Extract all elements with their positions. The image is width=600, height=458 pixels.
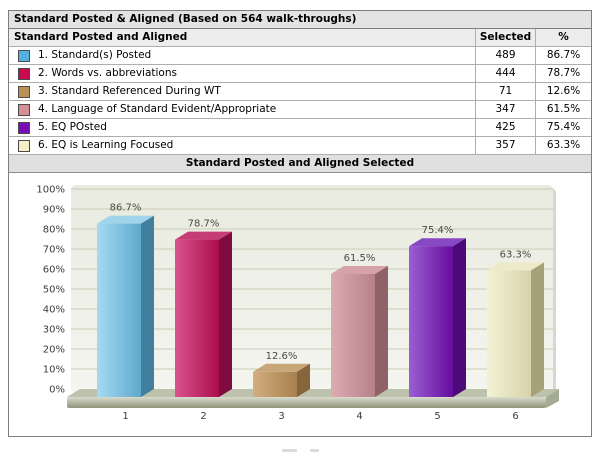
- series-color-swatch-icon: [18, 67, 30, 80]
- bar-top-face: [175, 231, 232, 240]
- chart-area: 0% 10% 20% 30% 40% 50% 60% 70% 80% 90% 100% 86.7% 1 7…: [9, 173, 591, 436]
- row-percent: 86.7%: [535, 47, 591, 64]
- row-percent: 63.3%: [535, 137, 591, 154]
- row-percent: 12.6%: [535, 83, 591, 100]
- row-label: 1. Standard(s) Posted: [38, 49, 152, 61]
- chart-title: Standard Posted and Aligned Selected: [9, 155, 591, 173]
- y-axis-tick-label: 60%: [43, 265, 65, 276]
- bar-top-face: [97, 215, 154, 224]
- y-axis-tick-label: 80%: [43, 225, 65, 236]
- row-selected-count: 425: [475, 119, 535, 136]
- bar-value-label: 78.7%: [188, 219, 220, 230]
- bar-3d: 12.6%: [253, 351, 310, 397]
- table-body: 1. Standard(s) Posted 489 86.7% 2. Words…: [9, 47, 591, 155]
- y-axis-tick-label: 50%: [43, 285, 65, 296]
- x-axis-tick-label: 6: [512, 411, 518, 422]
- y-axis-tick-label: 90%: [43, 205, 65, 216]
- bar-3d: 78.7%: [175, 219, 232, 397]
- series-color-swatch-icon: [18, 103, 30, 116]
- table-row: 3. Standard Referenced During WT 71 12.6…: [9, 83, 591, 101]
- x-axis-tick-label: 5: [434, 411, 440, 422]
- y-axis-tick-label: 10%: [43, 365, 65, 376]
- row-label: 5. EQ POsted: [38, 121, 107, 133]
- bar-side-face: [453, 238, 466, 397]
- percent-column-header: %: [535, 29, 591, 46]
- bar-front-face: [409, 246, 453, 397]
- y-axis-tick-label: 0%: [49, 385, 65, 396]
- row-selected-count: 71: [475, 83, 535, 100]
- report-title: Standard Posted & Aligned (Based on 564 …: [9, 11, 591, 29]
- row-label: 4. Language of Standard Evident/Appropri…: [38, 103, 277, 115]
- y-axis-tick-label: 40%: [43, 305, 65, 316]
- chart-floor-front: [67, 397, 546, 408]
- row-selected-count: 357: [475, 137, 535, 154]
- bar-front-face: [331, 274, 375, 397]
- row-label: 2. Words vs. abbreviations: [38, 67, 177, 79]
- bar-top-face: [409, 238, 466, 247]
- bar-side-face: [375, 266, 388, 397]
- bar-value-label: 63.3%: [500, 249, 532, 260]
- bar-front-face: [175, 239, 219, 397]
- bar-3d: 61.5%: [331, 253, 388, 397]
- bar-front-face: [253, 371, 297, 397]
- cutoff-text-artifact: [282, 449, 297, 452]
- series-color-swatch-icon: [18, 139, 30, 152]
- row-label: 3. Standard Referenced During WT: [38, 85, 221, 97]
- bar-side-face: [297, 363, 310, 397]
- selected-column-header: Selected: [475, 29, 535, 46]
- bar-3d: 63.3%: [487, 249, 544, 397]
- table-row: 5. EQ POsted 425 75.4%: [9, 119, 591, 137]
- table-row: 6. EQ is Learning Focused 357 63.3%: [9, 137, 591, 155]
- bar-value-label: 75.4%: [422, 225, 454, 236]
- row-percent: 61.5%: [535, 101, 591, 118]
- bar-front-face: [487, 270, 531, 397]
- bar-front-face: [97, 223, 141, 397]
- bar-value-label: 61.5%: [344, 253, 376, 264]
- bar-chart-3d: 0% 10% 20% 30% 40% 50% 60% 70% 80% 90% 100% 86.7% 1 7…: [36, 185, 559, 422]
- report-panel: Standard Posted & Aligned (Based on 564 …: [8, 10, 592, 437]
- bar-value-label: 86.7%: [110, 203, 142, 214]
- row-selected-count: 489: [475, 47, 535, 64]
- bar-3d: 75.4%: [409, 225, 466, 397]
- table-row: 4. Language of Standard Evident/Appropri…: [9, 101, 591, 119]
- bar-top-face: [487, 262, 544, 271]
- series-color-swatch-icon: [18, 49, 30, 62]
- series-color-swatch-icon: [18, 85, 30, 98]
- table-row: 2. Words vs. abbreviations 444 78.7%: [9, 65, 591, 83]
- row-selected-count: 444: [475, 65, 535, 82]
- bar-top-face: [331, 266, 388, 274]
- chart-floor-side: [546, 389, 559, 408]
- y-axis-tick-label: 30%: [43, 325, 65, 336]
- row-label: 6. EQ is Learning Focused: [38, 139, 174, 151]
- x-axis-tick-label: 2: [200, 411, 206, 422]
- table-row: 1. Standard(s) Posted 489 86.7%: [9, 47, 591, 65]
- row-percent: 75.4%: [535, 119, 591, 136]
- x-axis-tick-label: 4: [356, 411, 362, 422]
- bar-side-face: [531, 262, 544, 397]
- table-header-row: Standard Posted and Aligned Selected %: [9, 29, 591, 47]
- x-axis-tick-label: 1: [122, 411, 128, 422]
- cutoff-text-artifact: [310, 449, 319, 452]
- bar-value-label: 12.6%: [266, 351, 298, 362]
- row-percent: 78.7%: [535, 65, 591, 82]
- bar-top-face: [253, 363, 310, 372]
- y-axis-tick-label: 70%: [43, 245, 65, 256]
- bar-3d: 86.7%: [97, 203, 154, 397]
- y-axis-tick-label: 100%: [36, 185, 65, 196]
- series-color-swatch-icon: [18, 121, 30, 134]
- x-axis-tick-label: 3: [278, 411, 284, 422]
- table-header-label: Standard Posted and Aligned: [14, 31, 188, 43]
- bar-side-face: [219, 231, 232, 397]
- row-selected-count: 347: [475, 101, 535, 118]
- bar-side-face: [141, 215, 154, 397]
- y-axis-tick-label: 20%: [43, 345, 65, 356]
